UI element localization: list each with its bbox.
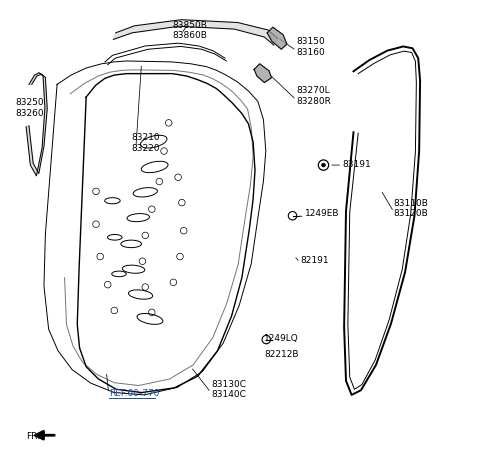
Text: 1249EB: 1249EB (305, 209, 339, 218)
Polygon shape (254, 64, 271, 83)
Text: 83270L
83280R: 83270L 83280R (296, 86, 331, 106)
Text: FR.: FR. (26, 431, 40, 441)
Text: 83191: 83191 (342, 159, 371, 169)
Polygon shape (113, 20, 277, 45)
Text: 83130C
83140C: 83130C 83140C (211, 379, 246, 399)
Text: 83150
83160: 83150 83160 (296, 37, 325, 57)
Text: 83110B
83120B: 83110B 83120B (394, 199, 429, 219)
Polygon shape (267, 27, 287, 49)
Text: 83850B
83860B: 83850B 83860B (172, 21, 207, 40)
Text: 82212B: 82212B (264, 349, 299, 359)
Text: 1249LQ: 1249LQ (264, 334, 299, 343)
Text: 83250
83260: 83250 83260 (15, 98, 44, 118)
Text: 82191: 82191 (300, 256, 329, 265)
Circle shape (322, 163, 325, 167)
Text: 83210
83220: 83210 83220 (131, 133, 160, 153)
Text: REF.60-770: REF.60-770 (108, 388, 159, 398)
Polygon shape (26, 73, 47, 176)
